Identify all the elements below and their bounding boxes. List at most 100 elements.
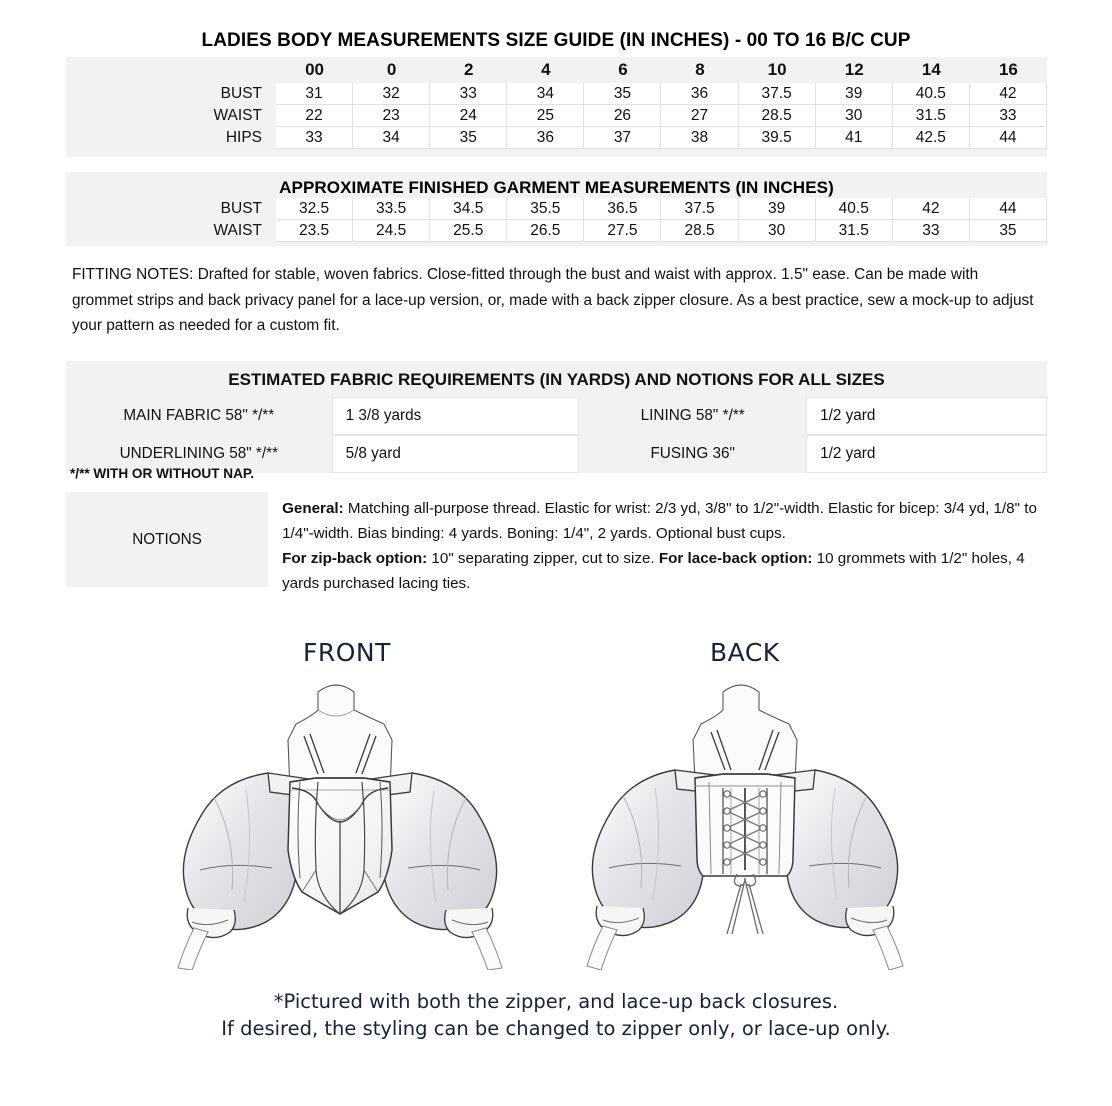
fabric-value-lining: 1/2 yard <box>806 397 1047 435</box>
left-puff-sleeve <box>177 772 317 971</box>
finished-garment-title: APPROXIMATE FINISHED GARMENT MEASUREMENT… <box>279 178 834 197</box>
body-measurements-table: 00 0 2 4 6 8 10 12 14 16 BUST 31 32 33 34 35 36 37.5 39 40.… <box>66 57 1047 157</box>
garment-row-label: BUST <box>66 198 276 220</box>
garment-measurement-cell: 35.5 <box>507 198 585 220</box>
garment-measurement-cell: 44 <box>969 198 1047 220</box>
garment-measurement-cell: 33 <box>892 220 970 242</box>
notions-general-bold: General: <box>282 500 344 517</box>
grommets <box>723 790 767 866</box>
lacing-ties <box>726 873 764 935</box>
size-header-cell: 8 <box>661 57 739 83</box>
measurement-cell: 27 <box>661 105 739 127</box>
finished-garment-table: APPROXIMATE FINISHED GARMENT MEASUREMENT… <box>66 172 1047 246</box>
fabric-value-main: 1 3/8 yards <box>331 397 580 435</box>
garment-measurement-cell: 36.5 <box>584 198 662 220</box>
mannequin-body-back <box>692 684 798 781</box>
front-view-label: FRONT <box>303 638 391 667</box>
back-view-label: BACK <box>710 638 780 667</box>
fabric-label-main: MAIN FABRIC 58" */** <box>66 397 332 435</box>
measurement-cell: 25 <box>507 105 585 127</box>
measurement-cell: 34 <box>507 83 585 105</box>
garment-measurement-cell: 39 <box>738 198 816 220</box>
illustration-caption: *Pictured with both the zipper, and lace… <box>0 988 1112 1042</box>
garment-measurement-cell: 42 <box>892 198 970 220</box>
size-header-cell: 14 <box>892 57 970 83</box>
measurement-cell: 35 <box>584 83 662 105</box>
garment-measurement-cell: 23.5 <box>276 220 354 242</box>
notions-table: NOTIONS General: Matching all-purpose th… <box>66 492 1047 592</box>
measurement-cell: 26 <box>584 105 662 127</box>
garment-measurement-cell: 35 <box>969 220 1047 242</box>
size-header-blank <box>66 57 276 83</box>
measurement-cell: 31 <box>276 83 354 105</box>
garment-measurement-cell: 24.5 <box>353 220 431 242</box>
measurement-cell: 44 <box>969 127 1047 149</box>
fitting-notes: FITTING NOTES: Drafted for stable, woven… <box>72 266 1034 334</box>
measurement-cell: 24 <box>430 105 508 127</box>
measurement-cell: 39 <box>815 83 893 105</box>
page-title: LADIES BODY MEASUREMENTS SIZE GUIDE (IN … <box>201 30 911 51</box>
measurement-cell: 37.5 <box>738 83 816 105</box>
measurement-cell: 38 <box>661 127 739 149</box>
measurement-cell: 40.5 <box>892 83 970 105</box>
fabric-label-fusing: FUSING 36" <box>579 435 807 473</box>
size-header-cell: 00 <box>276 57 354 83</box>
front-garment-illustration <box>140 670 560 971</box>
shoulder-straps-back <box>710 729 780 771</box>
fabric-requirements-title: ESTIMATED FABRIC REQUIREMENTS (IN YARDS)… <box>228 370 885 389</box>
garment-measurement-cell: 34.5 <box>430 198 508 220</box>
size-header-cell: 0 <box>353 57 431 83</box>
fabric-label-underlining: UNDERLINING 58" */** <box>66 435 332 473</box>
measurement-cell: 42 <box>969 83 1047 105</box>
notions-general-text: Matching all-purpose thread. Elastic for… <box>282 500 1037 542</box>
size-header-cell: 12 <box>815 57 893 83</box>
fabric-value-fusing: 1/2 yard <box>806 435 1047 473</box>
measurement-cell: 33 <box>430 83 508 105</box>
measurement-cell: 33 <box>969 105 1047 127</box>
garment-measurement-cell: 31.5 <box>815 220 893 242</box>
notions-zipback-text: 10" separating zipper, cut to size. <box>427 550 659 567</box>
measurement-cell: 22 <box>276 105 354 127</box>
measurement-cell: 39.5 <box>738 127 816 149</box>
measurement-cell: 34 <box>353 127 431 149</box>
caption-line-2: If desired, the styling can be changed t… <box>221 1017 891 1040</box>
garment-row-label: WAIST <box>66 220 276 242</box>
measurement-row-label: HIPS <box>66 127 276 149</box>
measurement-cell: 37 <box>584 127 662 149</box>
garment-measurement-cell: 30 <box>738 220 816 242</box>
measurement-cell: 33 <box>276 127 354 149</box>
fabric-row: MAIN FABRIC 58" */** 1 3/8 yards LINING … <box>66 397 1047 435</box>
measurement-cell: 28.5 <box>738 105 816 127</box>
garment-measurement-cell: 27.5 <box>584 220 662 242</box>
measurement-cell: 32 <box>353 83 431 105</box>
garment-measurement-cell: 37.5 <box>661 198 739 220</box>
back-garment-illustration <box>545 670 965 971</box>
size-header-cell: 4 <box>507 57 585 83</box>
fabric-value-underlining: 5/8 yard <box>331 435 580 473</box>
garment-measurement-cell: 32.5 <box>276 198 354 220</box>
garment-measurement-cell: 40.5 <box>815 198 893 220</box>
size-header-cell: 10 <box>738 57 816 83</box>
measurement-cell: 36 <box>507 127 585 149</box>
measurement-cell: 42.5 <box>892 127 970 149</box>
measurement-cell: 23 <box>353 105 431 127</box>
garment-measurement-cell: 28.5 <box>661 220 739 242</box>
corset-bodice-back <box>694 773 796 935</box>
lacing-cords <box>726 793 764 863</box>
nap-note: */** WITH OR WITHOUT NAP. <box>70 466 255 481</box>
garment-measurement-cell: 26.5 <box>507 220 585 242</box>
notions-laceback-bold: For lace-back option: <box>658 550 813 567</box>
notions-laceback-text: 10 grommets with 1/2" holes, 4 yards pur… <box>282 550 1025 592</box>
notions-body: General: Matching all-purpose thread. El… <box>268 492 1047 592</box>
measurement-cell: 41 <box>815 127 893 149</box>
garment-measurement-cell: 25.5 <box>430 220 508 242</box>
size-header-cell: 6 <box>584 57 662 83</box>
size-header-cell: 2 <box>430 57 508 83</box>
mannequin-body <box>287 684 393 791</box>
right-puff-sleeve-back <box>766 769 904 971</box>
corset-bodice-front <box>287 777 393 915</box>
measurement-cell: 31.5 <box>892 105 970 127</box>
size-header-cell: 16 <box>969 57 1047 83</box>
caption-line-1: *Pictured with both the zipper, and lace… <box>273 990 839 1013</box>
